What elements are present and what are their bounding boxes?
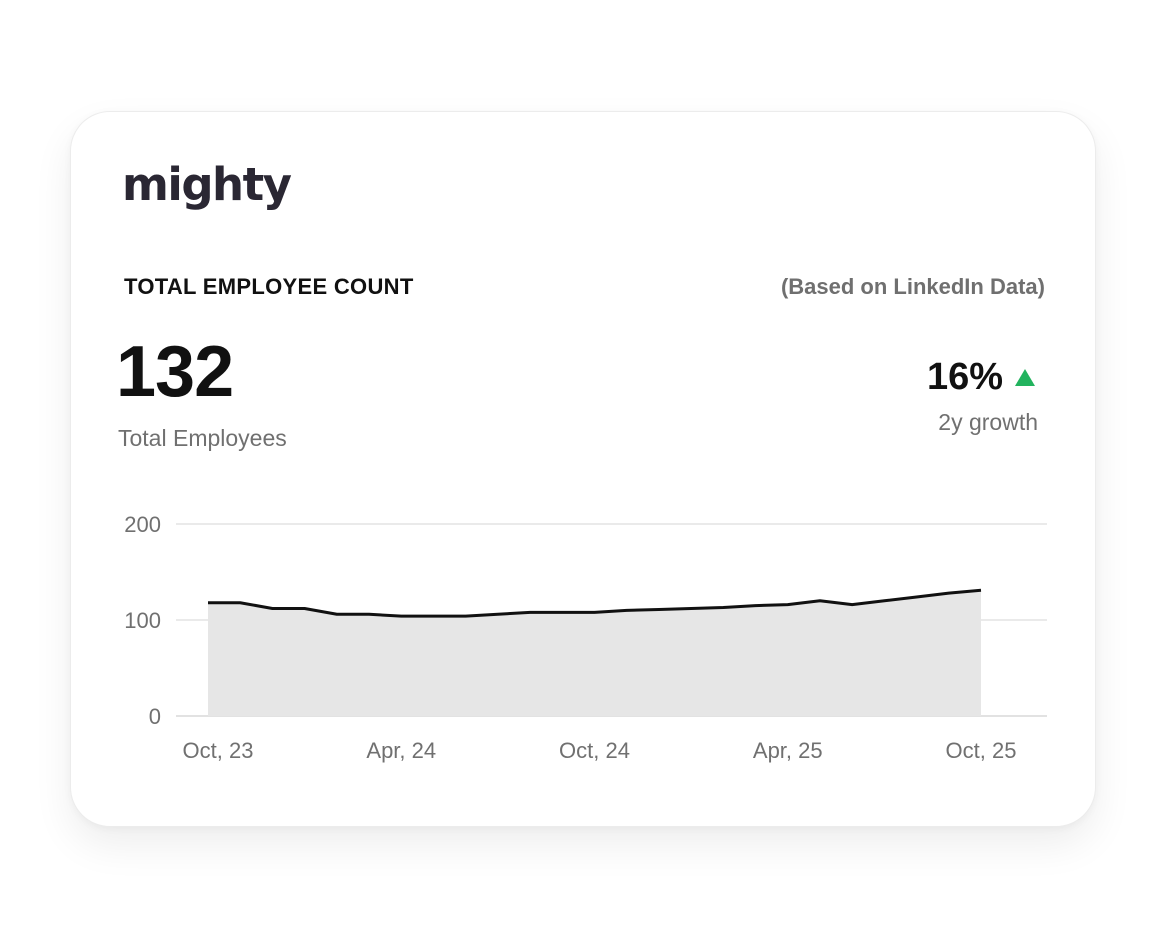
brand-logo: mighty	[122, 158, 292, 211]
chart-area-fill	[208, 590, 981, 716]
total-employees-label: Total Employees	[118, 425, 287, 451]
x-tick-label: Apr, 25	[753, 738, 823, 763]
chart-series-line	[208, 588, 982, 618]
triangle-up-icon	[1015, 368, 1035, 386]
y-tick-label: 100	[124, 608, 161, 633]
x-tick-label: Oct, 23	[183, 738, 254, 763]
x-tick-label: Oct, 25	[946, 738, 1017, 763]
data-source-note: (Based on LinkedIn Data)	[780, 274, 1045, 299]
total-employees-value: 132	[116, 332, 234, 412]
y-tick-label: 0	[149, 704, 161, 729]
x-tick-label: Oct, 24	[559, 738, 630, 763]
section-title: TOTAL EMPLOYEE COUNT	[124, 274, 414, 299]
x-tick-label: Apr, 24	[366, 738, 436, 763]
y-tick-label: 200	[124, 512, 161, 537]
growth-indicator: 16%	[927, 358, 1035, 396]
growth-label: 2y growth	[938, 409, 1038, 435]
growth-value: 16%	[926, 356, 1003, 398]
